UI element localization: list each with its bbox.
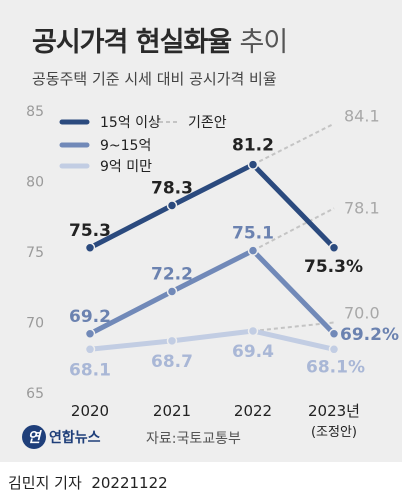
data-point [84, 242, 96, 254]
data-label: 68.1% [306, 357, 365, 377]
y-tick-label: 80 [26, 175, 44, 191]
infographic-card: 공시가격 현실화율 추이 공동주택 기준 시세 대비 공시가격 비율 65 70 7… [0, 0, 402, 462]
data-point [166, 286, 178, 297]
line-chart: 65 70 75 80 85 2020 2021 2022 2023년 (조정안) 84.1 78.1… [26, 104, 399, 440]
series-line [87, 248, 337, 337]
existing-plan-value: 84.1 [344, 107, 380, 126]
data-label: 69.4 [232, 342, 274, 362]
data-point [247, 159, 259, 170]
chart-title-bold: 공시가격 현실화율 [32, 27, 232, 58]
data-label: 68.1 [69, 360, 111, 380]
existing-plan-line [252, 207, 335, 252]
data-point [328, 328, 340, 340]
data-label: 81.2 [232, 136, 274, 156]
byline-author: 김민지 기자 [8, 474, 82, 492]
y-tick-label: 65 [26, 386, 44, 402]
existing-plan-line [252, 122, 335, 166]
data-label: 75.1 [232, 224, 274, 244]
x-tick-label: 2020 [71, 402, 109, 420]
yonhap-logo-text: 연합뉴스 [49, 430, 101, 446]
data-label: 78.3 [151, 178, 193, 198]
chart-subtitle: 공동주택 기준 시세 대비 공시가격 비율 [32, 70, 277, 88]
data-point [84, 328, 96, 340]
chart-title-light: 추이 [239, 27, 289, 58]
data-label: 68.7 [151, 352, 193, 372]
legend-label: 9~15억 [100, 138, 151, 154]
x-tick-sublabel: (조정안) [311, 425, 357, 440]
yonhap-logo-icon: 연 [22, 425, 46, 449]
chart-title: 공시가격 현실화율 추이 [32, 20, 289, 59]
x-tick-label: 2022 [234, 402, 272, 420]
data-point [247, 245, 259, 256]
existing-plan-value: 70.0 [344, 304, 380, 323]
data-point [166, 335, 178, 347]
data-point [328, 242, 340, 254]
byline-date: 20221122 [91, 474, 168, 492]
y-tick-label: 70 [26, 316, 44, 332]
data-source: 자료:국토교통부 [146, 431, 241, 447]
data-label: 69.2% [340, 325, 399, 345]
legend-label: 15억 이상 [100, 115, 161, 131]
data-label: 75.3% [304, 257, 363, 277]
legend-label: 9억 미만 [100, 159, 152, 175]
data-point [166, 200, 178, 211]
data-point [247, 325, 259, 337]
series-line [87, 162, 337, 251]
data-label: 75.3 [69, 221, 111, 241]
byline: 김민지 기자 20221122 [8, 472, 168, 493]
x-tick-label: 2021 [153, 402, 191, 420]
y-tick-label: 85 [26, 104, 44, 120]
data-point [328, 344, 340, 355]
data-label: 69.2 [69, 307, 111, 327]
x-tick-label: 2023년 [308, 402, 360, 420]
series-line [87, 328, 337, 352]
data-label: 72.2 [151, 264, 193, 284]
existing-plan-value: 78.1 [344, 198, 380, 217]
yonhap-logo: 연 연합뉴스 [22, 424, 101, 450]
legend-label-existing: 기존안 [188, 115, 227, 131]
data-point [84, 344, 96, 355]
y-tick-label: 75 [26, 245, 44, 261]
